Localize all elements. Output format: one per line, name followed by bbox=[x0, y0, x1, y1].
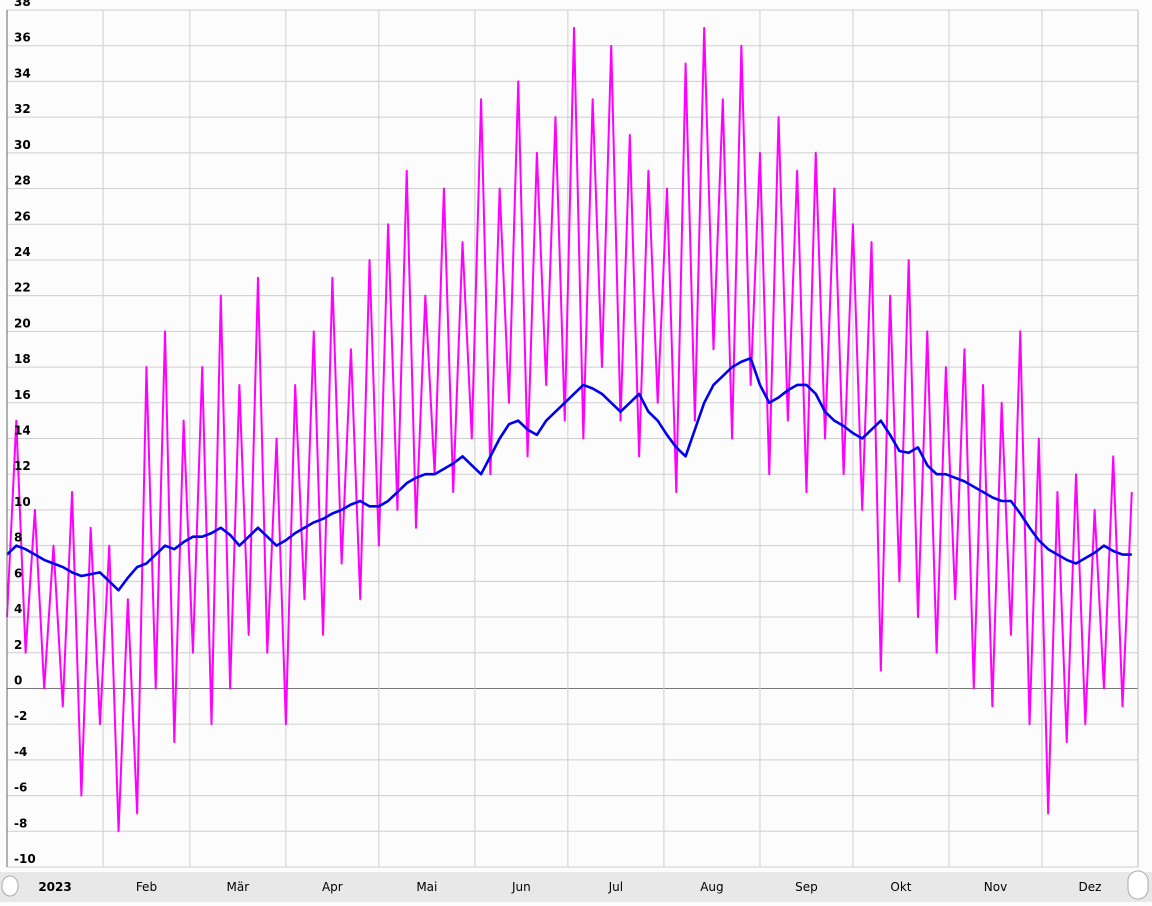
y-tick-label: 30 bbox=[14, 138, 31, 152]
range-handle-left[interactable] bbox=[1, 875, 19, 897]
labels: -10-8-6-4-202468101214161820222426283032… bbox=[14, 0, 1101, 894]
y-tick-label: 34 bbox=[14, 66, 31, 80]
y-tick-label: -8 bbox=[14, 816, 27, 830]
y-tick-label: 4 bbox=[14, 602, 22, 616]
x-tick-label: Aug bbox=[700, 880, 723, 894]
y-tick-label: 6 bbox=[14, 566, 22, 580]
y-tick-label: 32 bbox=[14, 102, 31, 116]
time-bar bbox=[0, 872, 1152, 902]
x-tick-label: Feb bbox=[136, 880, 157, 894]
y-tick-label: 18 bbox=[14, 352, 31, 366]
x-tick-label: Dez bbox=[1079, 880, 1102, 894]
x-tick-label: Sep bbox=[795, 880, 818, 894]
x-tick-label: Mai bbox=[416, 880, 437, 894]
x-tick-label: Jun bbox=[511, 880, 531, 894]
y-tick-label: 28 bbox=[14, 174, 31, 188]
y-tick-label: 8 bbox=[14, 531, 22, 545]
x-tick-label: Jul bbox=[608, 880, 623, 894]
y-tick-label: 16 bbox=[14, 388, 31, 402]
y-tick-label: 36 bbox=[14, 31, 31, 45]
y-tick-label: 14 bbox=[14, 424, 31, 438]
x-tick-label: 2023 bbox=[38, 880, 71, 894]
y-tick-label: 10 bbox=[14, 495, 31, 509]
y-tick-label: -10 bbox=[14, 852, 36, 866]
data-line bbox=[6, 356, 1132, 592]
y-tick-label: -6 bbox=[14, 781, 27, 795]
y-tick-label: 0 bbox=[14, 673, 22, 687]
range-handle-right[interactable] bbox=[1127, 870, 1149, 900]
y-tick-label: 38 bbox=[14, 0, 31, 9]
y-tick-label: 20 bbox=[14, 316, 31, 330]
y-tick-label: -2 bbox=[14, 709, 27, 723]
y-tick-label: -4 bbox=[14, 745, 27, 759]
y-tick-label: 26 bbox=[14, 209, 31, 223]
data-line bbox=[6, 26, 1133, 833]
x-tick-label: Apr bbox=[322, 880, 343, 894]
x-tick-label: Mär bbox=[227, 880, 250, 894]
y-tick-label: 12 bbox=[14, 459, 31, 473]
y-tick-label: 24 bbox=[14, 245, 31, 259]
plot bbox=[6, 26, 1133, 833]
x-tick-label: Okt bbox=[890, 880, 911, 894]
y-tick-label: 22 bbox=[14, 281, 31, 295]
x-tick-label: Nov bbox=[984, 880, 1007, 894]
y-tick-label: 2 bbox=[14, 638, 22, 652]
